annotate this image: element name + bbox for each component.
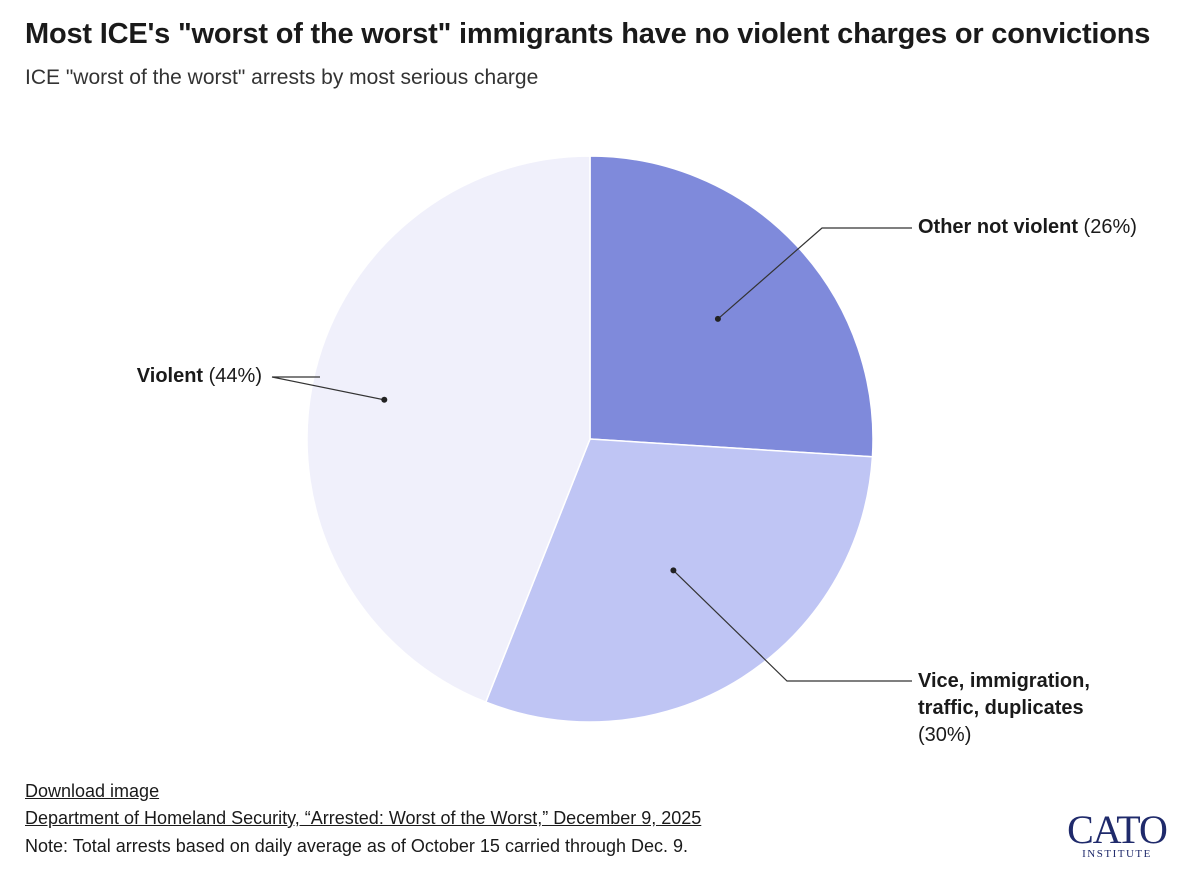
source-link[interactable]: Department of Homeland Security, “Arrest… xyxy=(25,808,702,828)
slice-label: Violent (44%) xyxy=(137,365,262,387)
pie-slice-violent xyxy=(306,155,591,704)
slice-label: Vice, immigration, traffic, duplicates (30… xyxy=(918,670,1090,746)
leader-dot xyxy=(714,315,721,322)
download-image-link[interactable]: Download image xyxy=(25,781,160,801)
source-row: Department of Homeland Security, “Arrest… xyxy=(25,808,701,829)
leader-line xyxy=(717,227,912,320)
chart-subtitle: ICE "worst of the worst" arrests by most… xyxy=(25,66,539,89)
leader-dot xyxy=(381,396,388,403)
slice-label: Other not violent (26%) xyxy=(918,216,1137,238)
pie-slice-vice-immigration-traffic-duplicates xyxy=(484,438,874,723)
cato-institute-logo: CATO INSTITUTE xyxy=(1062,807,1172,861)
leader-line xyxy=(271,376,385,401)
chart-note: Note: Total arrests based on daily avera… xyxy=(25,836,689,856)
logo-wordmark: CATO xyxy=(1067,807,1168,852)
chart-title: Most ICE's "worst of the worst" immigran… xyxy=(25,18,1151,50)
logo-subtitle: INSTITUTE xyxy=(1082,848,1152,860)
leader-dot xyxy=(670,567,677,574)
download-row: Download image xyxy=(25,781,159,802)
leader-line xyxy=(672,569,912,682)
